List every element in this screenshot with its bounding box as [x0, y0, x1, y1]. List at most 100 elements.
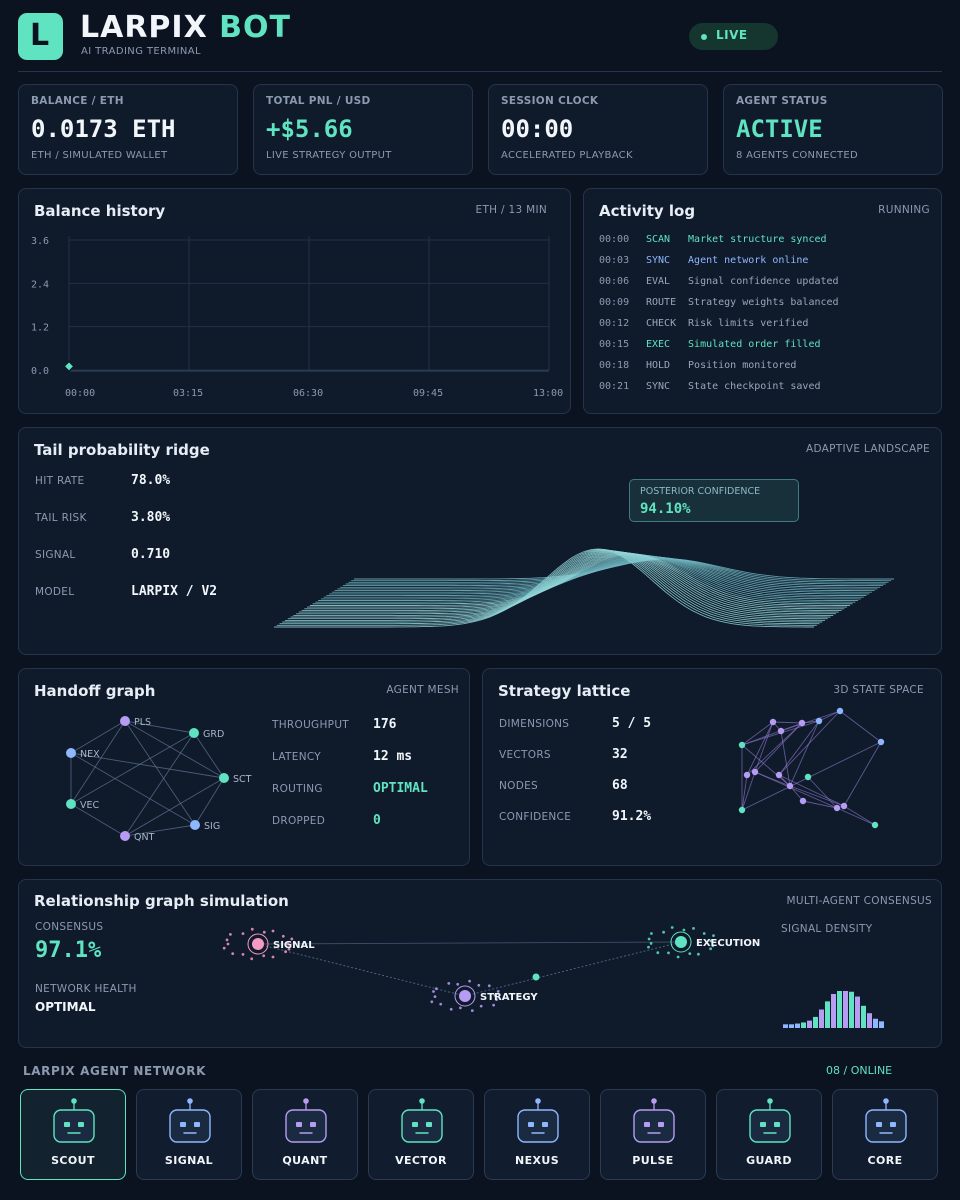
panel-meta: 3D STATE SPACE [833, 684, 924, 696]
lattice-node [799, 797, 807, 805]
metric-value: 3.80% [131, 510, 171, 525]
orbit-dot [712, 934, 715, 937]
stat-sub: 8 AGENTS CONNECTED [736, 150, 859, 161]
orbit-dot [241, 953, 245, 956]
ridge-line [282, 549, 823, 623]
handoff-node[interactable] [66, 748, 76, 758]
lattice-edge [789, 720, 820, 787]
ridge-line [285, 549, 826, 621]
live-label: LIVE [716, 28, 748, 42]
posterior-value: 94.10% [640, 501, 691, 517]
orbit-dot [709, 939, 713, 943]
consensus-value: 97.1% [35, 938, 102, 963]
agent-card-scout[interactable]: SCOUT [20, 1089, 126, 1180]
density-bar [783, 1024, 788, 1028]
lattice-node [777, 727, 785, 735]
orbit-dot [447, 982, 451, 985]
metric-value: 68 [612, 778, 628, 793]
orbit-dot [670, 926, 674, 929]
live-badge[interactable]: LIVE [689, 23, 778, 50]
handoff-node[interactable] [219, 773, 229, 783]
handoff-node[interactable] [66, 799, 76, 809]
log-time: 00:03 [599, 255, 630, 266]
lattice-node [738, 806, 746, 814]
ridge-line [340, 556, 881, 588]
stat-card-pnl: TOTAL PNL / USD +$5.66 LIVE STRATEGY OUT… [253, 84, 473, 175]
ridge-line [331, 555, 872, 593]
lattice-edge [780, 730, 791, 787]
x-tick-label: 06:30 [293, 388, 323, 399]
handoff-node-label: NEX [80, 749, 100, 760]
log-time: 00:09 [599, 297, 630, 308]
log-row: 00:03 SYNC Agent network online [599, 255, 808, 266]
robot-icon [285, 1098, 327, 1143]
metric-label: DIMENSIONS [499, 718, 570, 730]
robot-icon [517, 1098, 559, 1143]
metric-label: MODEL [35, 586, 75, 598]
log-row: 00:12 CHECK Risk limits verified [599, 318, 808, 329]
strategy-lattice-panel: Strategy lattice 3D STATE SPACE DIMENSIO… [482, 668, 942, 866]
lattice-node [738, 741, 746, 749]
lattice-edge [754, 721, 774, 773]
robot-icon [633, 1098, 675, 1143]
consensus-label: CONSENSUS [35, 921, 104, 933]
agent-card-vector[interactable]: VECTOR [368, 1089, 474, 1180]
ridge-line [309, 553, 850, 606]
orbit-dot [439, 1002, 443, 1006]
stat-card-agent-status: AGENT STATUS ACTIVE 8 AGENTS CONNECTED [723, 84, 943, 175]
agent-card-signal[interactable]: SIGNAL [136, 1089, 242, 1180]
agent-card-core[interactable]: CORE [832, 1089, 938, 1180]
lattice-node [769, 718, 777, 726]
log-row: 00:18 HOLD Position monitored [599, 360, 796, 371]
lattice-node [840, 802, 848, 810]
density-bar [831, 993, 836, 1028]
panel-meta: MULTI-AGENT CONSENSUS [786, 895, 932, 907]
rel-node[interactable] [459, 990, 471, 1002]
orbit-dot [231, 952, 235, 955]
lattice-node [833, 804, 841, 812]
log-code: EXEC [646, 339, 671, 350]
orbit-dot [492, 1003, 495, 1007]
density-bar [813, 1016, 818, 1028]
lattice-edge [789, 785, 845, 807]
orbit-dot [449, 1007, 453, 1011]
handoff-node[interactable] [189, 728, 199, 738]
density-bar [837, 991, 842, 1028]
agent-card-guard[interactable]: GUARD [716, 1089, 822, 1180]
handoff-edge [124, 824, 196, 837]
log-code: HOLD [646, 360, 671, 371]
x-tick-label: 03:15 [173, 388, 203, 399]
posterior-label: POSTERIOR CONFIDENCE [640, 486, 761, 497]
orbit-dot [271, 929, 275, 933]
handoff-edge [193, 732, 225, 779]
orbit-dot [433, 995, 437, 998]
density-bar [819, 1009, 824, 1028]
handoff-node[interactable] [190, 820, 200, 830]
rel-node[interactable] [252, 938, 264, 950]
agent-card-quant[interactable]: QUANT [252, 1089, 358, 1180]
lattice-node [751, 768, 759, 776]
handoff-node[interactable] [120, 716, 130, 726]
log-message: Signal confidence updated [688, 276, 839, 287]
orbit-dot [692, 927, 695, 930]
handoff-node-label: GRD [203, 729, 224, 740]
rel-node[interactable] [675, 936, 687, 948]
orbit-dot [468, 979, 471, 983]
log-code: ROUTE [646, 297, 677, 308]
orbit-dot [487, 984, 491, 988]
handoff-node[interactable] [120, 831, 130, 841]
rel-edge [464, 941, 682, 997]
agent-card-nexus[interactable]: NEXUS [484, 1089, 590, 1180]
metric-value: OPTIMAL [373, 781, 428, 796]
metric-value: LARPIX / V2 [131, 584, 218, 599]
app-logo: L [18, 13, 63, 60]
log-code: SCAN [646, 234, 671, 245]
stat-label: SESSION CLOCK [501, 95, 599, 107]
agent-card-pulse[interactable]: PULSE [600, 1089, 706, 1180]
lattice-edge [741, 744, 791, 787]
agent-name: SIGNAL [164, 1154, 214, 1167]
y-tick-label: 1.2 [31, 323, 49, 334]
log-code: SYNC [646, 255, 671, 266]
handoff-node-label: QNT [134, 832, 155, 843]
brand-accent: BOT [219, 10, 292, 45]
